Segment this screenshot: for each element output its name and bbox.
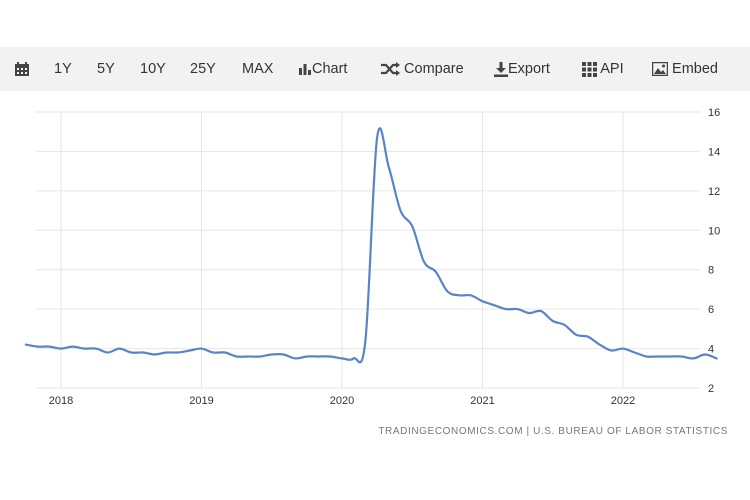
api-button[interactable]: API: [582, 57, 624, 81]
x-tick-label: 2019: [189, 395, 213, 407]
x-tick-label: 2020: [330, 395, 354, 407]
export-button[interactable]: Export: [494, 57, 550, 81]
range-5y-button[interactable]: 5Y: [97, 61, 115, 77]
download-icon: [494, 61, 508, 77]
x-tick-label: 2021: [470, 395, 494, 407]
chart-label: Chart: [312, 61, 348, 77]
range-max-button[interactable]: MAX: [242, 61, 274, 77]
chart-area: 2 4 6 8 10 12 14 16 2018 2019 2020 2021 2022: [0, 92, 750, 437]
bar-chart-icon: [298, 61, 312, 77]
chart-toolbar: 1Y 5Y 10Y 25Y MAX Chart Compare Export A…: [0, 47, 750, 91]
chart-type-button[interactable]: Chart: [298, 57, 347, 81]
calendar-icon: [14, 61, 30, 77]
calendar-button[interactable]: [14, 57, 30, 81]
source-attribution: TRADINGECONOMICS.COM | U.S. BUREAU OF LA…: [378, 426, 728, 437]
gridlines: [36, 111, 700, 389]
compare-label: Compare: [404, 61, 464, 77]
embed-button[interactable]: Embed: [651, 57, 718, 81]
x-axis: 2018 2019 2020 2021 2022: [49, 395, 635, 407]
image-icon: [651, 61, 669, 77]
embed-label: Embed: [672, 61, 718, 77]
x-tick-label: 2022: [611, 395, 635, 407]
y-axis: 2 4 6 8 10 12 14 16: [708, 107, 720, 395]
y-tick-label: 14: [708, 146, 720, 158]
shuffle-icon: [380, 61, 400, 77]
range-25y-button[interactable]: 25Y: [190, 61, 216, 77]
y-tick-label: 12: [708, 186, 720, 198]
y-tick-label: 6: [708, 304, 714, 316]
y-tick-label: 2: [708, 383, 714, 395]
x-tick-label: 2018: [49, 395, 73, 407]
series-line: [24, 127, 718, 364]
range-1y-button[interactable]: 1Y: [54, 61, 72, 77]
line-chart: 2 4 6 8 10 12 14 16 2018 2019 2020 2021 2022: [24, 107, 720, 407]
y-tick-label: 8: [708, 265, 714, 277]
api-label: API: [600, 61, 624, 77]
export-label: Export: [508, 61, 550, 77]
compare-button[interactable]: Compare: [380, 57, 464, 81]
range-10y-button[interactable]: 10Y: [140, 61, 166, 77]
grid-icon: [582, 61, 597, 77]
y-tick-label: 10: [708, 225, 720, 237]
y-tick-label: 16: [708, 107, 720, 119]
y-tick-label: 4: [708, 344, 714, 356]
